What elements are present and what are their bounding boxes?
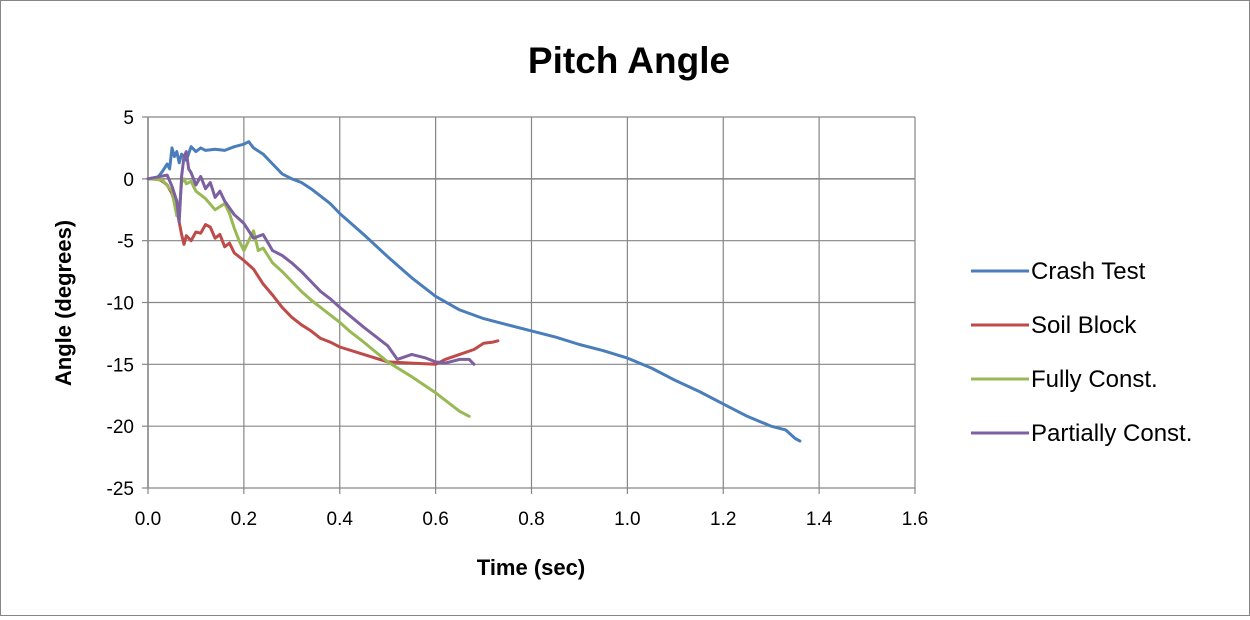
y-axis-title: Angle (degrees) — [51, 220, 76, 386]
legend: Crash Test Soil Block Fully Const. Partiall… — [971, 258, 1192, 447]
series-line-1 — [146, 177, 500, 366]
x-tick-label: 0.8 — [518, 509, 544, 530]
y-tick-labels: 5 0 -5 -10 -15 -20 -25 — [107, 108, 134, 500]
x-tick-labels: 0.0 0.2 0.4 0.6 0.8 1.0 1.2 1.4 1.6 — [135, 509, 928, 530]
x-tick-label: 1.0 — [614, 509, 640, 530]
x-tick-label: 1.6 — [902, 509, 928, 530]
x-tick-label: 0.4 — [327, 509, 354, 530]
x-axis-title: Time (sec) — [477, 555, 585, 580]
y-tick-label: -20 — [107, 417, 134, 438]
y-tick-label: -10 — [107, 294, 134, 315]
y-tick-label: 5 — [123, 108, 134, 129]
x-tick-label: 0.6 — [422, 509, 448, 530]
y-tick-label: -25 — [107, 479, 134, 500]
grid-lines — [147, 116, 916, 489]
series-line-3 — [146, 150, 476, 366]
axes — [142, 116, 916, 494]
legend-label: Partially Const. — [1031, 420, 1192, 447]
chart-title: Pitch Angle — [528, 40, 730, 81]
x-tick-label: 0.2 — [231, 509, 257, 530]
x-tick-label: 1.2 — [710, 509, 736, 530]
x-tick-label: 0.0 — [135, 509, 161, 530]
series-line-2 — [146, 177, 471, 418]
legend-label: Fully Const. — [1031, 366, 1158, 393]
series-lines — [146, 140, 802, 443]
legend-label: Crash Test — [1031, 258, 1146, 285]
legend-label: Soil Block — [1031, 312, 1137, 339]
series-line-0 — [146, 140, 802, 443]
y-tick-label: 0 — [123, 170, 134, 191]
y-tick-label: -5 — [117, 232, 134, 253]
x-tick-label: 1.4 — [806, 509, 833, 530]
y-tick-label: -15 — [107, 355, 134, 376]
